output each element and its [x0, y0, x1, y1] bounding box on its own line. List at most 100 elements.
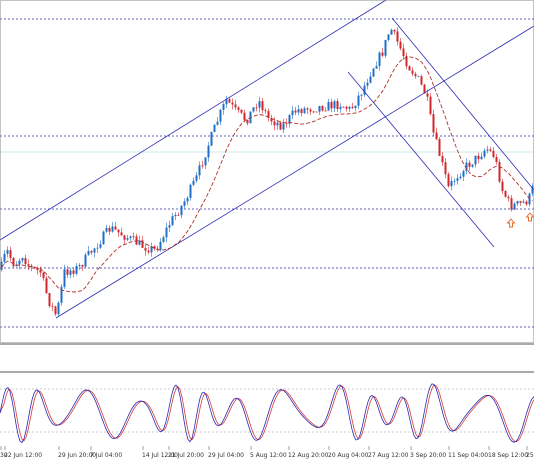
candle-body: [99, 244, 102, 248]
candle-body: [114, 226, 117, 230]
candle-body: [60, 286, 63, 303]
up-arrow-icon: [525, 212, 534, 222]
candle-body: [165, 227, 168, 238]
candle-body: [420, 76, 423, 85]
candle-body: [531, 186, 534, 194]
trend-line[interactable]: [391, 17, 534, 191]
x-tick-label: 22 Jun 12:00: [4, 452, 42, 459]
trend-line[interactable]: [0, 0, 387, 241]
candle-body: [48, 293, 51, 307]
x-tick-label: 29 Jul 04:00: [208, 452, 244, 459]
candle-body: [27, 264, 30, 266]
candle-body: [252, 107, 255, 112]
candle-body: [39, 270, 42, 273]
candle-body: [246, 119, 249, 124]
candle-body: [309, 109, 312, 112]
candles: [0, 27, 534, 317]
candle-body: [222, 104, 225, 110]
candle-body: [141, 240, 144, 248]
candle-body: [330, 101, 333, 109]
candle-body: [225, 99, 228, 105]
candle-body: [189, 184, 192, 198]
candle-body: [438, 139, 441, 156]
candle-body: [138, 240, 141, 245]
candle-body: [297, 109, 300, 113]
candle-body: [525, 201, 528, 205]
candle-body: [456, 178, 459, 181]
candle-body: [348, 106, 351, 109]
candle-body: [369, 76, 372, 83]
candle-body: [285, 123, 288, 125]
candle-body: [393, 29, 396, 32]
candle-body: [387, 34, 390, 40]
candle-body: [402, 48, 405, 57]
candle-body: [159, 241, 162, 251]
candle-body: [390, 29, 393, 35]
trend-line[interactable]: [347, 71, 495, 248]
candle-body: [399, 41, 402, 49]
candle-body: [519, 201, 522, 203]
candle-body: [78, 265, 81, 267]
x-tick-label: 21 Jul 20:00: [168, 452, 204, 459]
candle-body: [306, 108, 309, 110]
candle-body: [360, 94, 363, 96]
candle-body: [150, 246, 153, 253]
candle-body: [444, 162, 447, 175]
candle-body: [504, 191, 507, 197]
candle-body: [375, 66, 378, 69]
candle-body: [234, 104, 237, 108]
candle-body: [237, 107, 240, 110]
candle-body: [69, 270, 72, 275]
candle-body: [447, 174, 450, 187]
candle-body: [441, 155, 444, 163]
candle-body: [102, 231, 105, 245]
candle-body: [327, 101, 330, 111]
candle-body: [186, 197, 189, 202]
candle-body: [105, 227, 108, 232]
candle-body: [84, 254, 87, 267]
candle-body: [93, 248, 96, 253]
candle-body: [231, 102, 234, 105]
candle-body: [132, 236, 135, 238]
candle-body: [117, 229, 120, 233]
candle-body: [477, 155, 480, 160]
candle-body: [411, 70, 414, 74]
candle-body: [510, 198, 513, 210]
candle-body: [357, 95, 360, 106]
candle-body: [129, 236, 132, 239]
candle-body: [162, 237, 165, 242]
candle-body: [312, 111, 315, 113]
candle-body: [342, 106, 345, 108]
candle-body: [144, 247, 147, 251]
candle-body: [300, 109, 303, 114]
candle-body: [276, 122, 279, 126]
x-tick-label: 18 Sep 12:00: [488, 452, 528, 459]
candle-body: [384, 39, 387, 56]
candle-body: [87, 250, 90, 255]
candle-body: [336, 101, 339, 109]
x-tick-label: 25: [526, 452, 534, 459]
candle-body: [0, 261, 3, 270]
candle-body: [450, 181, 453, 187]
x-tick-label: 29 Jun 20:00: [58, 452, 96, 459]
candle-body: [174, 214, 177, 217]
candle-body: [468, 162, 471, 167]
candle-body: [414, 73, 417, 77]
candle-body: [210, 132, 213, 146]
trend-line[interactable]: [55, 25, 534, 319]
candle-body: [513, 203, 516, 210]
candle-body: [378, 52, 381, 67]
candle-body: [303, 108, 306, 114]
candle-body: [180, 205, 183, 216]
candle-body: [288, 115, 291, 124]
candle-body: [216, 121, 219, 125]
candle-body: [354, 105, 357, 108]
candle-body: [423, 84, 426, 94]
candle-body: [462, 171, 465, 177]
candle-body: [426, 93, 429, 97]
candle-body: [57, 302, 60, 315]
candle-body: [111, 226, 114, 232]
x-tick-label: 5 Aug 12:00: [250, 452, 287, 459]
